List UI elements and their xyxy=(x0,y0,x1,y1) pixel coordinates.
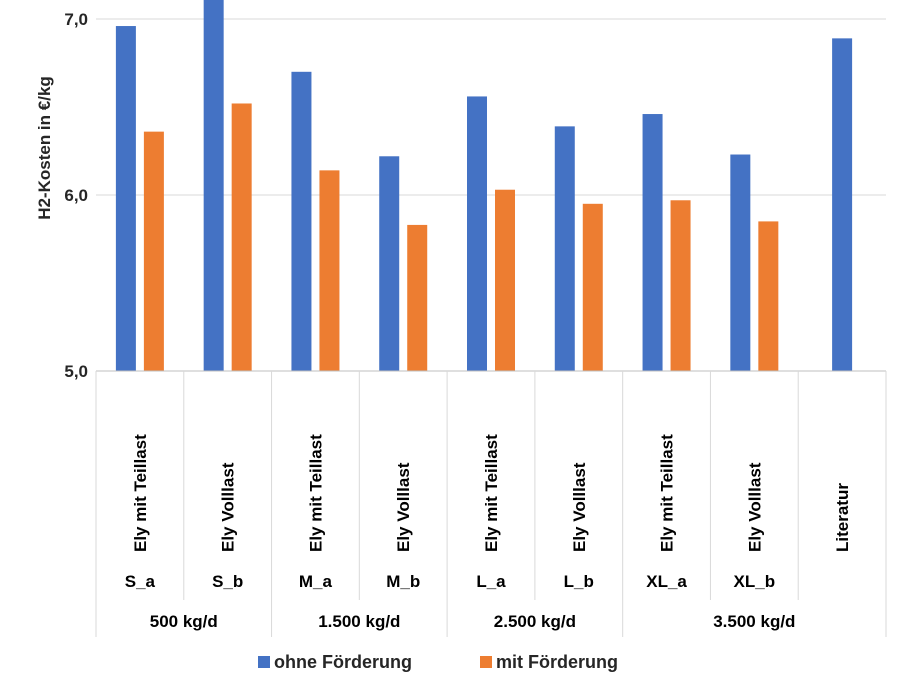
legend-label-mit: mit Förderung xyxy=(496,652,618,672)
scenario-label: M_b xyxy=(386,572,420,591)
category-label: Ely mit Teillast xyxy=(482,434,501,552)
y-tick-label: 7,0 xyxy=(64,10,88,29)
bar-ohne-3 xyxy=(379,156,400,371)
bar-mit-2 xyxy=(319,170,340,371)
legend-label-ohne: ohne Förderung xyxy=(274,652,412,672)
bar-ohne-7 xyxy=(730,154,751,371)
scenario-label: XL_b xyxy=(734,572,776,591)
bar-mit-3 xyxy=(407,224,428,371)
scenario-label: M_a xyxy=(299,572,333,591)
scenario-label: XL_a xyxy=(646,572,687,591)
bar-mit-5 xyxy=(582,203,603,371)
group-label: 500 kg/d xyxy=(150,612,218,631)
bar-mit-6 xyxy=(670,200,691,371)
scenario-label: S_a xyxy=(125,572,156,591)
scenario-label: L_a xyxy=(476,572,506,591)
bar-mit-0 xyxy=(143,131,164,371)
bar-ohne-0 xyxy=(115,26,136,371)
category-label: Ely Volllast xyxy=(394,462,413,552)
y-tick-labels: 5,0 6,0 7,0 xyxy=(64,10,88,381)
bar-ohne-5 xyxy=(554,126,575,371)
group-label: 2.500 kg/d xyxy=(494,612,576,631)
category-label: Literatur xyxy=(833,483,852,552)
axes xyxy=(95,370,887,637)
category-label: Ely mit Teillast xyxy=(131,434,150,552)
gridlines xyxy=(96,18,886,196)
y-axis-label: H2-Kosten in €/kg xyxy=(35,76,54,220)
category-label: Ely mit Teillast xyxy=(658,434,677,552)
category-label: Ely Volllast xyxy=(570,462,589,552)
bar-mit-1 xyxy=(231,103,252,371)
legend: ohne Förderung mit Förderung xyxy=(258,652,618,672)
group-label: 3.500 kg/d xyxy=(713,612,795,631)
y-tick-label: 6,0 xyxy=(64,186,88,205)
legend-swatch-ohne xyxy=(258,656,270,668)
scenario-label: S_b xyxy=(212,572,243,591)
bar-ohne-2 xyxy=(291,71,312,372)
bar-ohne-1 xyxy=(203,0,224,371)
bar-ohne-6 xyxy=(642,114,663,371)
group-label: 1.500 kg/d xyxy=(318,612,400,631)
category-label: Ely Volllast xyxy=(745,462,764,552)
bar-ohne-4 xyxy=(467,96,487,371)
x-category-labels: Ely mit Teillast S_a Ely Volllast S_b Ely mi… xyxy=(125,434,852,631)
y-tick-label: 5,0 xyxy=(64,362,88,381)
bar-mit-4 xyxy=(495,189,515,371)
bar-ohne-8 xyxy=(832,38,853,372)
legend-swatch-mit xyxy=(480,656,492,668)
bars xyxy=(115,0,853,372)
category-label: Ely mit Teillast xyxy=(306,434,325,552)
scenario-label: L_b xyxy=(564,572,594,591)
bar-mit-7 xyxy=(758,221,779,371)
category-label: Ely Volllast xyxy=(219,462,238,552)
